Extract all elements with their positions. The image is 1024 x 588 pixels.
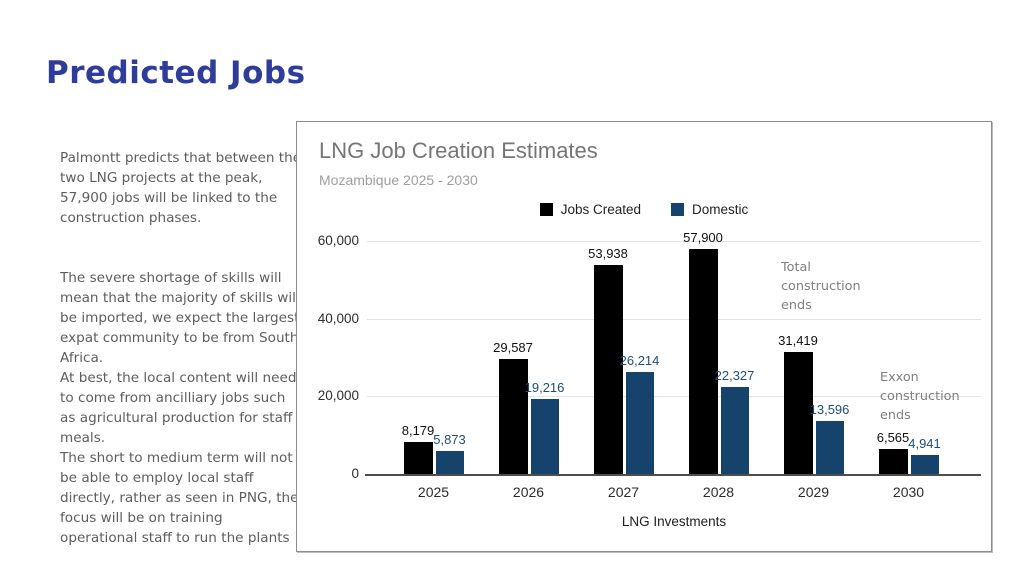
bar-2030-domestic <box>910 454 939 474</box>
bar-2029-domestic <box>815 421 844 474</box>
gridline <box>367 318 981 320</box>
bar-2026-domestic <box>530 399 559 474</box>
legend-label: Domestic <box>692 202 749 217</box>
bar-value-label: 57,900 <box>683 230 723 246</box>
bar-2030-jobs-created <box>878 448 908 474</box>
y-tick-label: 60,000 <box>317 233 359 248</box>
x-tick-label: 2025 <box>417 484 450 500</box>
bar-2028-domestic <box>720 387 749 474</box>
bar-2028-jobs-created <box>688 249 718 474</box>
bar-value-label: 22,327 <box>714 368 755 384</box>
bar-2027-jobs-created <box>593 264 623 474</box>
gridline <box>367 241 981 242</box>
bar-value-label: 8,179 <box>401 423 435 439</box>
body-paragraph-1: Palmontt predicts that between the two L… <box>60 150 302 226</box>
bar-value-label: 13,596 <box>809 402 850 418</box>
bar-value-label: 5,873 <box>433 432 466 448</box>
x-axis-line <box>365 474 981 476</box>
bar-2025-domestic <box>435 451 464 474</box>
bar-2026-jobs-created <box>498 359 528 474</box>
bar-value-label: 53,938 <box>588 245 628 261</box>
legend-item: Jobs Created <box>539 202 642 217</box>
bar-value-label: 31,419 <box>778 332 818 348</box>
x-tick-label: 2026 <box>512 484 545 500</box>
chart-plot-area: 0 20,000 40,000 60,000 8,179 5,873 2025 29,587 1… <box>297 122 991 551</box>
bar-value-label: 29,587 <box>493 340 533 356</box>
annotation-2: Exxon construction ends <box>880 370 960 423</box>
legend-swatch-icon <box>671 203 685 216</box>
chart-legend: Jobs Created Domestic <box>297 202 991 217</box>
chart-subtitle: Mozambique 2025 - 2030 <box>319 172 478 188</box>
y-tick-label: 20,000 <box>317 388 359 404</box>
gridline <box>367 396 981 398</box>
x-tick-label: 2029 <box>797 484 830 500</box>
x-tick-label: 2028 <box>702 484 735 500</box>
legend-swatch-icon <box>539 203 553 216</box>
x-tick-label: 2027 <box>607 484 640 500</box>
chart-title: LNG Job Creation Estimates <box>319 138 598 163</box>
bar-2025-jobs-created <box>403 442 433 474</box>
bar-value-label: 26,214 <box>619 353 660 369</box>
bar-value-label: 19,216 <box>524 380 565 396</box>
x-axis-title: LNG Investments <box>621 514 727 529</box>
legend-item: Domestic <box>671 202 748 217</box>
bar-2027-domestic <box>625 372 654 474</box>
bar-value-label: 6,565 <box>876 429 910 445</box>
annotation-1: Total construction ends <box>781 260 861 313</box>
chart-card: LNG Job Creation Estimates Mozambique 20… <box>296 121 992 552</box>
body-paragraph-2: The severe shortage of skills will mean … <box>60 270 300 546</box>
bar-value-label: 4,941 <box>908 435 941 451</box>
y-tick-label: 40,000 <box>317 310 359 326</box>
bar-2029-jobs-created <box>783 351 813 474</box>
x-tick-label: 2030 <box>892 484 925 500</box>
legend-label: Jobs Created <box>560 202 642 217</box>
y-tick-label: 0 <box>351 466 359 481</box>
page-title: Predicted Jobs <box>46 55 306 91</box>
slide-body-text: Palmontt predicts that between the two L… <box>60 128 302 588</box>
